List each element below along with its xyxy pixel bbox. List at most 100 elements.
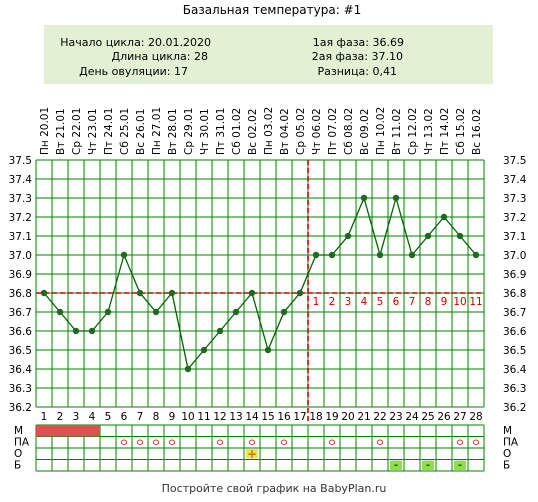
info-box [44, 25, 493, 84]
chart-title: Базальная температура: #1 [183, 3, 362, 17]
o-marker-bg [246, 449, 258, 459]
date-label: Вт 21.01 [55, 108, 67, 155]
day-number: 4 [89, 411, 96, 423]
temperature-point [168, 289, 176, 297]
temperature-point [136, 289, 144, 297]
ovulation-day: День овуляции: 17 [79, 65, 188, 78]
day-number: 6 [121, 411, 128, 423]
y-tick-right: 37.4 [503, 174, 527, 186]
y-tick-left: 36.4 [9, 364, 33, 376]
date-label: Вс 26.01 [135, 109, 147, 155]
temperature-point [440, 213, 448, 221]
phase2-day-number: 10 [453, 296, 466, 308]
date-label: Пт 31.01 [215, 108, 227, 155]
row-label-left: М [14, 425, 23, 437]
pa-marker [136, 439, 144, 445]
temperature-point [40, 289, 48, 297]
day-number: 23 [389, 411, 402, 423]
day-number: 13 [229, 411, 242, 423]
pa-marker [376, 439, 384, 445]
marker-table: М МПА ПАО ОБ Б+- - - [14, 424, 519, 472]
cycle-start: Начало цикла: 20.01.2020 [60, 36, 211, 49]
y-tick-right: 36.6 [503, 326, 527, 338]
phase2-day-number: 3 [345, 296, 352, 308]
day-number: 2 [57, 411, 64, 423]
date-label: Ср 29.01 [183, 108, 195, 155]
date-label: Пт 07.02 [327, 108, 339, 155]
date-label: Вс 09.02 [359, 109, 371, 155]
phase2-temp: 2ая фаза: 37.10 [312, 50, 403, 63]
b-marker-bg [422, 460, 434, 470]
day-number: 3 [73, 411, 80, 423]
date-label: Вт 11.02 [391, 108, 403, 155]
row-label-left: О [14, 448, 22, 460]
day-number: 20 [341, 411, 354, 423]
footer-link[interactable]: Постройте свой график на BabyPlan.ru [162, 482, 387, 495]
temperature-point [56, 308, 64, 316]
y-tick-right: 36.2 [503, 402, 526, 414]
date-label: Вт 28.01 [167, 108, 179, 155]
cycle-length: Длина цикла: 28 [112, 50, 208, 63]
b-marker: - [458, 459, 463, 472]
temperature-point [88, 327, 96, 335]
phase2-day-number: 4 [361, 296, 368, 308]
y-tick-right: 37.3 [503, 193, 526, 205]
day-number: 28 [469, 411, 482, 423]
temperature-series [40, 194, 480, 373]
o-marker: + [247, 447, 257, 461]
temperature-point [456, 232, 464, 240]
y-tick-left: 36.8 [9, 288, 32, 300]
grid [35, 159, 485, 408]
y-tick-right: 37.1 [503, 231, 526, 243]
menstruation-cell [36, 425, 52, 437]
y-tick-left: 37.1 [9, 231, 32, 243]
day-number: 17 [293, 411, 306, 423]
row-label-left: Б [14, 460, 21, 472]
day-number: 26 [437, 411, 451, 423]
temperature-point [392, 194, 400, 202]
day-number: 9 [169, 411, 176, 423]
row-label-right: ПА [503, 437, 519, 449]
pa-marker [280, 439, 288, 445]
phase2-day-number: 9 [441, 296, 448, 308]
y-tick-left: 36.2 [9, 402, 32, 414]
temperature-point [72, 327, 80, 335]
date-label: Пт 24.01 [103, 108, 115, 155]
y-tick-right: 37.0 [503, 250, 526, 262]
b-marker-bg [454, 460, 466, 470]
temperature-point [344, 232, 352, 240]
row-label-right: О [503, 448, 511, 460]
date-label: Сб 01.02 [231, 108, 243, 155]
y-tick-right: 37.2 [503, 212, 526, 224]
day-number: 1 [41, 411, 48, 423]
date-label: Вс 16.02 [471, 109, 483, 155]
phase2-day-number: 1 [313, 296, 320, 308]
date-label: Чт 06.02 [311, 108, 323, 155]
date-label: Сб 15.02 [455, 108, 467, 155]
temperature-point [200, 346, 208, 354]
date-label: Пн 03.02 [263, 107, 275, 155]
menstruation-cell [68, 425, 84, 437]
day-number: 25 [421, 411, 434, 423]
day-number: 22 [373, 411, 386, 423]
y-tick-right: 36.7 [503, 307, 526, 319]
temperature-point [376, 251, 384, 259]
date-label: Пн 27.01 [151, 107, 163, 155]
day-number: 27 [453, 411, 466, 423]
y-tick-right: 36.9 [503, 269, 526, 281]
day-number: 11 [197, 411, 210, 423]
row-label-left: ПА [14, 437, 30, 449]
date-label: Пт 14.02 [439, 108, 451, 155]
day-number: 8 [153, 411, 160, 423]
menstruation-cell [84, 425, 100, 437]
phase2-day-number: 11 [469, 296, 482, 308]
temperature-point [184, 365, 192, 373]
date-label: Ср 12.02 [407, 108, 419, 155]
temperature-point [264, 346, 272, 354]
phase2-day-number: 6 [393, 296, 400, 308]
day-number: 7 [137, 411, 144, 423]
y-tick-left: 37.2 [9, 212, 32, 224]
temperature-point [216, 327, 224, 335]
temperature-point [296, 289, 304, 297]
